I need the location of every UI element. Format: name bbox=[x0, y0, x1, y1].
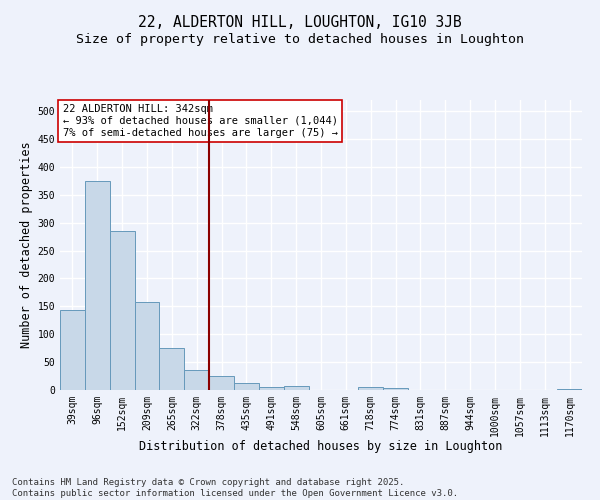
Bar bbox=[259, 386, 284, 390]
Bar bbox=[184, 370, 209, 390]
Bar bbox=[85, 181, 110, 390]
X-axis label: Distribution of detached houses by size in Loughton: Distribution of detached houses by size … bbox=[139, 440, 503, 453]
Bar bbox=[209, 376, 234, 390]
Bar bbox=[383, 388, 408, 390]
Bar bbox=[358, 387, 383, 390]
Bar bbox=[60, 310, 85, 390]
Bar bbox=[134, 302, 160, 390]
Bar bbox=[110, 231, 134, 390]
Text: Contains HM Land Registry data © Crown copyright and database right 2025.
Contai: Contains HM Land Registry data © Crown c… bbox=[12, 478, 458, 498]
Bar bbox=[160, 348, 184, 390]
Bar bbox=[284, 386, 308, 390]
Text: Size of property relative to detached houses in Loughton: Size of property relative to detached ho… bbox=[76, 32, 524, 46]
Y-axis label: Number of detached properties: Number of detached properties bbox=[20, 142, 34, 348]
Bar bbox=[557, 389, 582, 390]
Text: 22 ALDERTON HILL: 342sqm
← 93% of detached houses are smaller (1,044)
7% of semi: 22 ALDERTON HILL: 342sqm ← 93% of detach… bbox=[62, 104, 338, 138]
Bar bbox=[234, 384, 259, 390]
Text: 22, ALDERTON HILL, LOUGHTON, IG10 3JB: 22, ALDERTON HILL, LOUGHTON, IG10 3JB bbox=[138, 15, 462, 30]
